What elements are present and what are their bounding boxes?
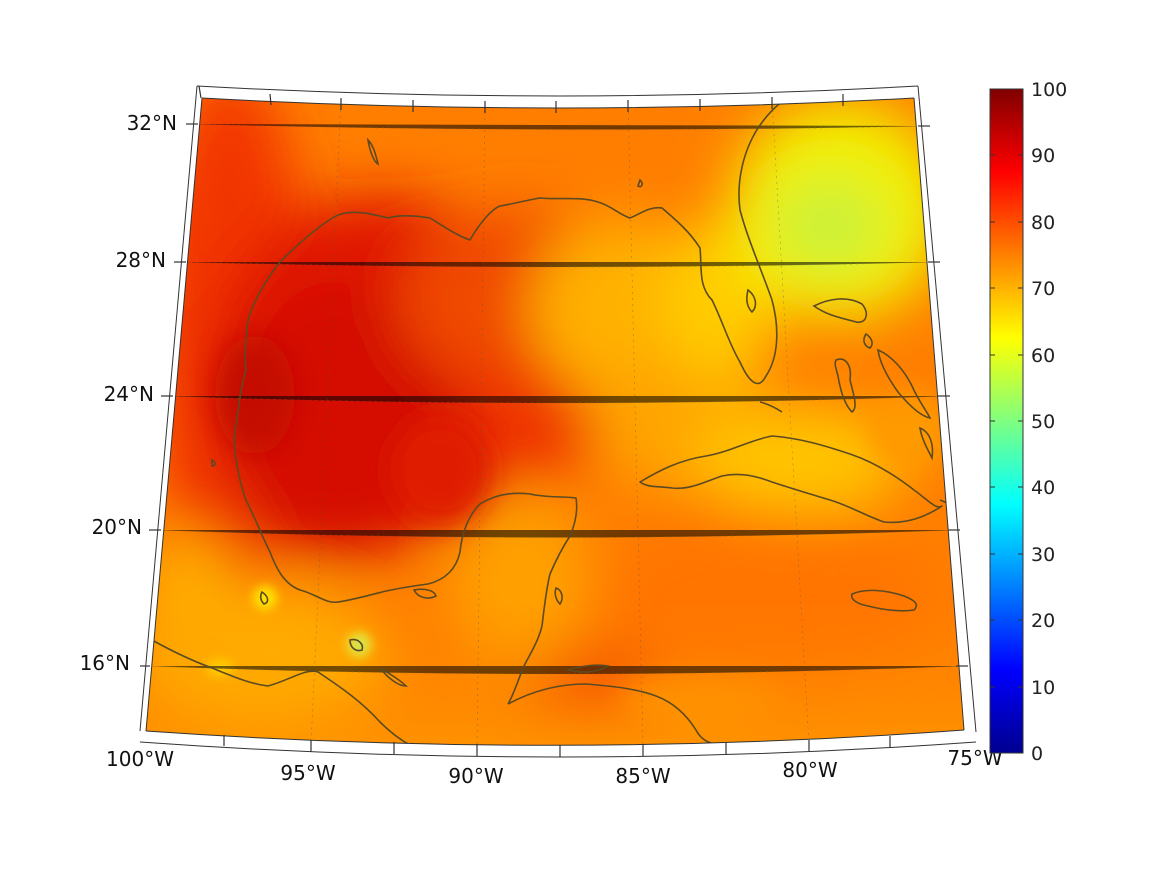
lat-label-16: 16°N [80, 651, 130, 675]
lat-label-28: 28°N [116, 248, 166, 272]
coastlines [151, 99, 964, 746]
map-frame [139, 85, 977, 758]
colorbar: 100 90 80 70 60 50 40 30 20 10 0 [989, 79, 1067, 765]
colorbar-label-40: 40 [1031, 477, 1055, 499]
graticule [147, 98, 964, 746]
lat-label-24: 24°N [104, 382, 154, 406]
colorbar-label-90: 90 [1031, 145, 1055, 167]
cuba-coastline [639, 435, 943, 524]
longitude-labels: 100°W 95°W 90°W 85°W 80°W 75°W [106, 746, 1003, 788]
lon-label-80w: 80°W [782, 758, 837, 782]
colorbar-label-60: 60 [1031, 345, 1055, 367]
colorbar-label-80: 80 [1031, 212, 1055, 234]
small-islands [211, 137, 783, 687]
lon-label-90w: 90°W [448, 764, 503, 788]
bahamas-islands [812, 298, 934, 461]
colorbar-label-20: 20 [1031, 610, 1055, 632]
pacific-coastline [151, 639, 413, 746]
lon-label-95w: 95°W [280, 761, 335, 785]
lon-label-85w: 85°W [615, 764, 670, 788]
colorbar-label-30: 30 [1031, 544, 1055, 566]
gulf-coastline [333, 99, 785, 385]
colorbar-label-0: 0 [1031, 743, 1043, 765]
map-field [146, 98, 964, 746]
colorbar-label-70: 70 [1031, 278, 1055, 300]
central-america-coastline [507, 683, 715, 745]
colorbar-label-10: 10 [1031, 677, 1055, 699]
colorbar-label-50: 50 [1031, 411, 1055, 433]
jamaica-coastline [850, 589, 918, 612]
latitude-labels: 32°N 28°N 24°N 20°N 16°N [80, 111, 177, 675]
colorbar-label-100: 100 [1031, 79, 1067, 101]
colorbar-gradient [989, 88, 1024, 754]
mexico-east-coastline [233, 216, 578, 705]
lat-label-20: 20°N [92, 515, 142, 539]
lon-label-100w: 100°W [106, 747, 174, 771]
lat-label-32: 32°N [127, 111, 177, 135]
